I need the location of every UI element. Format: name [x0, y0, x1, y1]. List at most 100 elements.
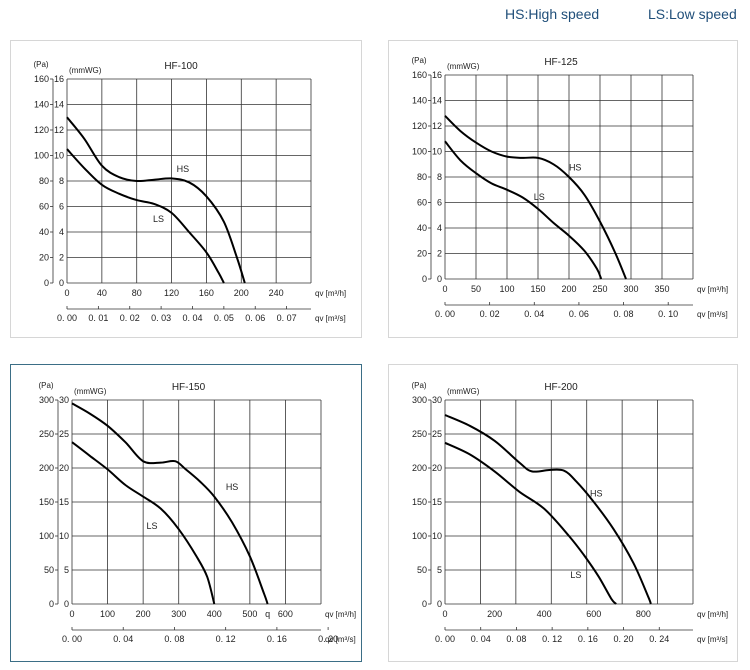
x-top-tick-label: 40: [97, 288, 107, 298]
series-line-hs: [444, 115, 627, 280]
series-label-ls: LS: [153, 214, 164, 224]
x-top-tick-label: 400: [537, 609, 552, 619]
series-label-hs: HS: [177, 164, 190, 174]
x-bottom-tick-label: 0. 05: [214, 313, 234, 323]
mmwg-tick-label: 16: [54, 74, 64, 84]
mmwg-tick-label: 10: [59, 531, 69, 541]
x-top-tick-label: 0: [442, 609, 447, 619]
x-bottom-axis-label: qv [m³/s]: [325, 635, 356, 644]
mmwg-tick-label: 30: [432, 395, 442, 405]
mmwg-tick-label: 14: [54, 100, 64, 110]
chart-svg: 1601401201008060402001614121086420(Pa)(m…: [411, 56, 728, 319]
x-bottom-tick-label: 0. 16: [578, 634, 598, 644]
pa-tick-label: 0: [44, 278, 49, 288]
mmwg-unit-label: (mmWG): [74, 387, 107, 396]
mmwg-tick-label: 20: [432, 463, 442, 473]
mmwg-tick-label: 16: [432, 70, 442, 80]
pa-tick-label: 100: [34, 151, 49, 161]
pa-tick-label: 140: [412, 96, 427, 106]
series-line-ls: [444, 441, 617, 605]
pa-unit-label: (Pa): [411, 56, 426, 65]
mmwg-tick-label: 8: [437, 172, 442, 182]
pa-tick-label: 0: [422, 274, 427, 284]
mmwg-tick-label: 8: [59, 176, 64, 186]
series-label-ls: LS: [534, 192, 545, 202]
x-bottom-axis-label: qv [m³/s]: [315, 314, 346, 323]
mmwg-unit-label: (mmWG): [447, 62, 480, 71]
mmwg-tick-label: 0: [437, 274, 442, 284]
pa-tick-label: 100: [412, 531, 427, 541]
legend-high-speed: HS:High speed: [505, 6, 600, 22]
mmwg-tick-label: 20: [59, 463, 69, 473]
x-bottom-tick-label: 0. 08: [614, 309, 634, 319]
x-top-tick-label: 250: [592, 284, 607, 294]
x-bottom-axis-label: qv [m³/s]: [697, 310, 728, 319]
mmwg-tick-label: 0: [64, 599, 69, 609]
x-top-axis-label: qv [m³/h]: [315, 289, 346, 298]
pa-tick-label: 200: [412, 463, 427, 473]
x-top-tick-label: 600: [278, 609, 293, 619]
x-top-tick-label: 200: [234, 288, 249, 298]
x-top-tick-label: 200: [136, 609, 151, 619]
x-bottom-tick-label: 0. 20: [614, 634, 634, 644]
mmwg-tick-label: 10: [432, 531, 442, 541]
x-top-tick-label: 400: [207, 609, 222, 619]
chart-title: HF-125: [544, 57, 578, 68]
chart-title: HF-200: [544, 382, 578, 393]
x-top-tick-label: 600: [586, 609, 601, 619]
mmwg-tick-label: 5: [64, 565, 69, 575]
mmwg-tick-label: 2: [59, 253, 64, 263]
x-bottom-tick-label: 0. 00: [435, 634, 455, 644]
x-bottom-tick-label: 0. 24: [649, 634, 669, 644]
series-label-ls: LS: [147, 521, 158, 531]
series-label-hs: HS: [590, 489, 603, 499]
pa-tick-label: 160: [34, 74, 49, 84]
pa-tick-label: 160: [412, 70, 427, 80]
x-top-axis-label: qv [m³/h]: [325, 610, 356, 619]
x-top-tick-label: 0: [64, 288, 69, 298]
pa-unit-label: (Pa): [38, 381, 53, 390]
series-line-ls: [444, 140, 603, 280]
mmwg-tick-label: 15: [59, 497, 69, 507]
x-bottom-tick-label: 0. 02: [120, 313, 140, 323]
mmwg-tick-label: 5: [437, 565, 442, 575]
x-top-tick-label: 160: [199, 288, 214, 298]
x-bottom-tick-label: 0. 10: [658, 309, 678, 319]
series-line-hs: [444, 414, 652, 605]
pa-tick-label: 40: [39, 227, 49, 237]
pa-tick-label: 150: [39, 497, 54, 507]
pa-tick-label: 120: [34, 125, 49, 135]
pa-tick-label: 100: [39, 531, 54, 541]
chart-panel-hf-200: 300 250 200 150 100 50 0 30 25 20 15 10 5 0 (Pa) (mmWG)…: [388, 364, 738, 662]
x-top-tick-label: 200: [561, 284, 576, 294]
mmwg-tick-label: 0: [59, 278, 64, 288]
series-line-ls: [66, 148, 225, 284]
x-bottom-tick-label: 0. 00: [62, 634, 82, 644]
mmwg-tick-label: 6: [437, 198, 442, 208]
chart-title: HF-100: [164, 61, 198, 72]
pa-tick-label: 80: [39, 176, 49, 186]
x-bottom-tick-label: 0. 02: [480, 309, 500, 319]
mmwg-tick-label: 12: [54, 125, 64, 135]
mmwg-tick-label: 2: [437, 249, 442, 259]
mmwg-tick-label: 15: [432, 497, 442, 507]
x-bottom-tick-label: 0. 04: [524, 309, 544, 319]
chart-panel-hf-125: 160 140 120 100 80 60 40 20 0 16 14 12 10 8 6 4 2 0 (Pa) (m…: [388, 40, 738, 338]
pa-tick-label: 60: [39, 202, 49, 212]
x-top-tick-label: 300: [171, 609, 186, 619]
x-top-tick-label: 50: [471, 284, 481, 294]
mmwg-tick-label: 6: [59, 202, 64, 212]
chart-panel-hf-100: 160 140 120 100 80 60 40 20 0 16 14 12 10 8 6 4 2 0 (Pa) (m…: [10, 40, 362, 338]
x-bottom-tick-label: 0. 00: [57, 313, 77, 323]
mmwg-tick-label: 12: [432, 121, 442, 131]
x-top-tick-label: 150: [530, 284, 545, 294]
pa-unit-label: (Pa): [33, 60, 48, 69]
pa-tick-label: 250: [412, 429, 427, 439]
pa-unit-label: (Pa): [411, 381, 426, 390]
chart-svg: 300250200150100500302520151050(Pa)(mmWG)…: [38, 381, 356, 644]
mmwg-tick-label: 25: [59, 429, 69, 439]
pa-tick-label: 140: [34, 100, 49, 110]
x-bottom-tick-label: 0. 08: [164, 634, 184, 644]
mmwg-tick-label: 14: [432, 96, 442, 106]
pa-tick-label: 50: [44, 565, 54, 575]
